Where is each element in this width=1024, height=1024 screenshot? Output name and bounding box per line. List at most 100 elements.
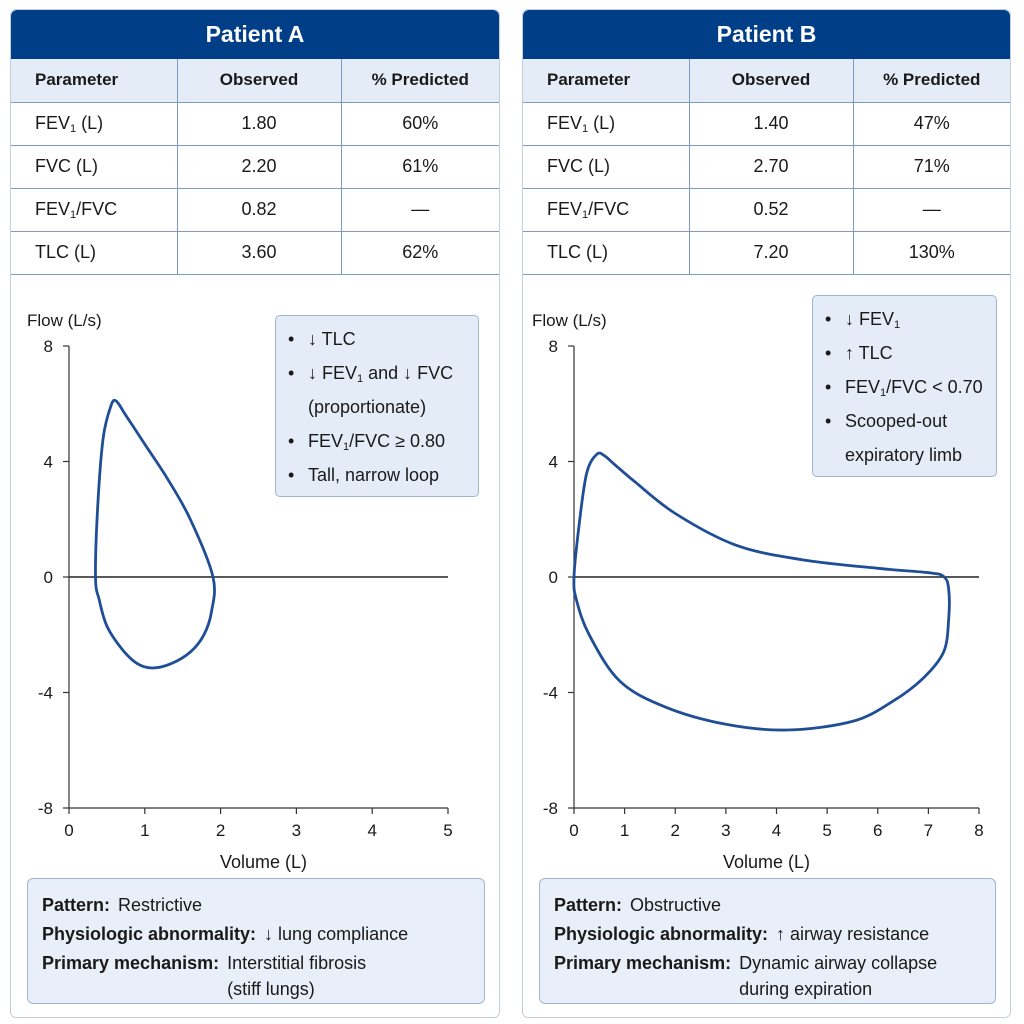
y-tick-label: -8 (38, 799, 53, 818)
column-header: Parameter (11, 59, 178, 103)
abnormality-value: ↓ lung compliance (264, 924, 409, 944)
table-row: FEV1 (L) 1.40 47% (523, 102, 1010, 146)
findings-callout: ↓ FEV1 ↑ TLC FEV1/FVC < 0.70 Scooped-out… (812, 295, 997, 477)
column-header: Parameter (523, 59, 690, 103)
finding-item: ↓ TLC (284, 322, 468, 356)
y-tick-label: -8 (543, 799, 558, 818)
y-tick-label: 8 (549, 337, 558, 356)
mechanism-value-cont: during expiration (739, 979, 873, 999)
finding-item: FEV1/FVC < 0.70 (821, 370, 986, 404)
observed-cell: 1.80 (177, 102, 342, 146)
x-tick-label: 7 (924, 821, 933, 840)
table-row: TLC (L) 3.60 62% (11, 231, 499, 275)
table-row: FVC (L) 2.70 71% (523, 145, 1010, 189)
flow-volume-plot: 8 4 0 -4 -8 0 1 2 3 4 5 Flow (L/s) Volume (L) (27, 311, 453, 872)
parameter-cell: FVC (L) (523, 145, 690, 189)
predicted-cell: 130% (853, 231, 1010, 275)
column-header: Observed (689, 59, 854, 103)
y-tick-label: 0 (549, 568, 558, 587)
predicted-cell: 62% (341, 231, 499, 275)
y-tick-label: 4 (44, 453, 53, 472)
parameter-cell: TLC (L) (523, 231, 690, 275)
observed-cell: 1.40 (689, 102, 854, 146)
observed-cell: 0.82 (177, 188, 342, 232)
x-tick-label: 1 (620, 821, 629, 840)
column-header: % Predicted (341, 59, 499, 103)
predicted-cell: 60% (341, 102, 499, 146)
y-tick-label: 8 (44, 337, 53, 356)
panel-title: Patient A (11, 10, 499, 59)
pattern-label: Pattern: (42, 895, 111, 915)
table-row: FVC (L) 2.20 61% (11, 145, 499, 189)
abnormality-value: ↑ airway resistance (776, 924, 930, 944)
y-axis-label: Flow (L/s) (27, 311, 102, 330)
parameter-cell: FEV1 (L) (523, 102, 690, 146)
predicted-cell: 61% (341, 145, 499, 189)
pattern-summary: Pattern: Obstructive Physiologic abnormal… (539, 878, 996, 1004)
column-header: Observed (177, 59, 342, 103)
x-axis-label: Volume (L) (220, 852, 307, 872)
x-tick-label: 5 (443, 821, 452, 840)
parameter-cell: FEV1/FVC (523, 188, 690, 232)
predicted-cell: 71% (853, 145, 1010, 189)
pattern-label: Pattern: (554, 895, 623, 915)
finding-item: Tall, narrow loop (284, 458, 468, 492)
y-axis-label: Flow (L/s) (532, 311, 607, 330)
observed-cell: 7.20 (689, 231, 854, 275)
pattern-value: Restrictive (118, 895, 203, 915)
parameters-table: Parameter Observed % Predicted FEV1 (L) … (11, 59, 499, 275)
findings-callout: ↓ TLC ↓ FEV1 and ↓ FVC(proportionate) FE… (275, 315, 479, 497)
table-row: FEV1/FVC 0.82 — (11, 188, 499, 232)
x-tick-label: 4 (367, 821, 376, 840)
panel-title: Patient B (523, 10, 1010, 59)
finding-item: ↓ FEV1 and ↓ FVC(proportionate) (284, 356, 468, 424)
parameter-cell: FEV1/FVC (11, 188, 178, 232)
x-axis-label: Volume (L) (723, 852, 810, 872)
table-row: FEV1 (L) 1.80 60% (11, 102, 499, 146)
parameters-table: Parameter Observed % Predicted FEV1 (L) … (523, 59, 1010, 275)
observed-cell: 3.60 (177, 231, 342, 275)
observed-cell: 2.20 (177, 145, 342, 189)
parameter-cell: FVC (L) (11, 145, 178, 189)
mechanism-label: Primary mechanism: (554, 953, 732, 973)
predicted-cell: 47% (853, 102, 1010, 146)
x-tick-label: 8 (974, 821, 983, 840)
flow-volume-plot: 8 4 0 -4 -8 0 1 2 3 4 5 6 7 8 Flow (L/s) Volume (L) (532, 311, 984, 872)
abnormality-label: Physiologic abnormality: (42, 924, 257, 944)
finding-item: FEV1/FVC ≥ 0.80 (284, 424, 468, 458)
mechanism-value: Interstitial fibrosis (227, 953, 367, 973)
flow-volume-chart: 8 4 0 -4 -8 0 1 2 3 4 5 6 7 8 Flow (L/s) Volume (L) (523, 300, 1010, 872)
flow-volume-loop (94, 398, 216, 670)
predicted-cell: — (853, 188, 1010, 232)
x-tick-label: 0 (569, 821, 578, 840)
flow-volume-chart: 8 4 0 -4 -8 0 1 2 3 4 5 Flow (L/s) Volume (L) (11, 300, 499, 872)
mechanism-value: Dynamic airway collapse (739, 953, 938, 973)
mechanism-value-cont: (stiff lungs) (227, 979, 315, 999)
y-tick-label: 4 (549, 453, 558, 472)
table-row: TLC (L) 7.20 130% (523, 231, 1010, 275)
pattern-value: Obstructive (630, 895, 722, 915)
y-tick-label: 0 (44, 568, 53, 587)
x-tick-label: 6 (873, 821, 882, 840)
observed-cell: 2.70 (689, 145, 854, 189)
x-tick-label: 3 (721, 821, 730, 840)
patient-a-panel: Patient A Parameter Observed % Predicted… (10, 9, 500, 1018)
x-tick-label: 4 (772, 821, 781, 840)
x-tick-label: 5 (822, 821, 831, 840)
x-tick-label: 2 (216, 821, 225, 840)
table-row: FEV1/FVC 0.52 — (523, 188, 1010, 232)
pattern-summary: Pattern: Restrictive Physiologic abnormal… (27, 878, 485, 1004)
y-tick-label: -4 (38, 684, 53, 703)
x-tick-label: 2 (671, 821, 680, 840)
mechanism-label: Primary mechanism: (42, 953, 220, 973)
x-tick-label: 0 (64, 821, 73, 840)
abnormality-label: Physiologic abnormality: (554, 924, 769, 944)
flow-volume-loop (572, 451, 951, 732)
finding-item: ↑ TLC (821, 336, 986, 370)
parameter-cell: TLC (L) (11, 231, 178, 275)
parameter-cell: FEV1 (L) (11, 102, 178, 146)
x-tick-label: 1 (140, 821, 149, 840)
predicted-cell: — (341, 188, 499, 232)
column-header: % Predicted (853, 59, 1010, 103)
